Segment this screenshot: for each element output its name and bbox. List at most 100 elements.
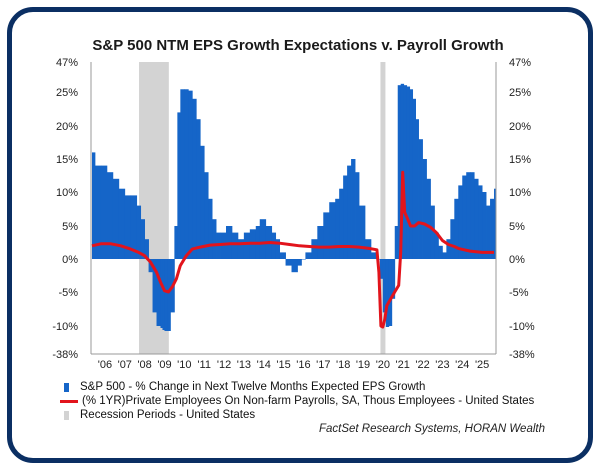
legend-swatch-recession [64,410,69,420]
legend-label-eps: S&P 500 - % Change in Next Twelve Months… [80,381,426,393]
eps-bar-56 [351,159,356,259]
x-tick-14: '20 [376,359,390,371]
eps-bar-7 [130,195,138,259]
eps-bar-57 [355,172,360,259]
eps-bar-9 [140,219,146,259]
x-tick-3: '09 [157,359,171,371]
x-tick-10: '16 [296,359,310,371]
eps-bar-15 [162,259,165,330]
eps-bar-44 [291,259,298,273]
eps-bar-87 [466,172,471,259]
eps-bar-29 [212,219,217,259]
y-tick-left-2: 20% [56,121,78,133]
eps-bar-65 [388,259,393,326]
y-tick-right-1: 25% [509,87,531,99]
x-tick-1: '07 [118,359,132,371]
eps-bar-81 [442,252,447,259]
eps-bar-26 [200,145,205,259]
eps-bar-23 [188,90,193,260]
eps-bar-3 [106,172,114,259]
legend-label-recession: Recession Periods - United States [80,409,256,421]
eps-bar-91 [482,192,487,259]
eps-bar-11 [148,259,153,273]
eps-bar-21 [180,89,185,259]
eps-bar-43 [285,259,292,266]
y-tick-right-2: 20% [509,121,531,133]
eps-bar-25 [196,119,201,259]
recession-band-1 [380,62,386,354]
eps-bar-22 [184,89,189,259]
x-tick-7: '13 [237,359,251,371]
eps-bar-83 [450,219,455,259]
eps-bar-12 [152,259,157,313]
legend-swatch-payroll [60,399,78,403]
x-tick-13: '19 [356,359,370,371]
eps-bar-47 [305,252,312,259]
x-tick-2: '08 [137,359,151,371]
eps-bar-38 [259,219,267,259]
eps-bar-49 [317,226,324,259]
eps-bar-67 [394,226,399,259]
eps-bar-75 [418,139,423,259]
x-tick-16: '22 [415,359,429,371]
eps-bar-66 [391,259,396,299]
x-tick-5: '11 [197,359,211,371]
x-tick-17: '23 [435,359,449,371]
legend-item-recession: Recession Periods - United States [60,408,534,422]
eps-bar-77 [426,178,431,259]
eps-bar-71 [406,86,411,259]
x-tick-9: '15 [276,359,290,371]
payroll-line [91,170,494,329]
eps-bar-40 [271,232,277,259]
eps-bar-62 [379,259,384,279]
y-tick-left-7: -5% [58,287,78,299]
eps-bar-10 [144,239,149,259]
x-tick-18: '24 [455,359,469,371]
y-tick-left-8: -10% [52,321,78,333]
y-tick-right-0: 47% [509,57,531,69]
eps-bar-19 [174,226,178,259]
eps-bar-84 [454,198,459,259]
y-tick-right-3: 15% [509,154,531,166]
eps-bar-41 [275,239,281,259]
x-tick-6: '12 [217,359,231,371]
y-tick-right-4: 10% [509,187,531,199]
eps-bar-17 [167,259,171,331]
y-tick-right-5: 5% [509,221,525,233]
eps-bar-2 [100,165,108,259]
y-tick-left-0: 47% [56,57,78,69]
eps-bar-45 [297,259,302,266]
eps-bar-70 [403,85,408,259]
eps-bar-85 [458,185,463,259]
y-tick-left-9: -38% [52,349,78,361]
eps-bar-20 [177,112,181,260]
eps-bar-27 [204,172,209,259]
eps-bar-50 [323,212,330,259]
eps-bar-4 [112,178,120,259]
eps-bar-51 [329,202,336,259]
x-tick-12: '18 [336,359,350,371]
eps-bar-48 [311,239,318,259]
eps-bar-14 [160,259,163,328]
legend: S&P 500 - % Change in Next Twelve Months… [60,380,534,422]
eps-bar-72 [409,89,414,259]
legend-swatch-eps [64,382,69,392]
legend-item-eps: S&P 500 - % Change in Next Twelve Months… [60,380,534,394]
eps-bar-76 [422,159,427,259]
eps-bar-74 [415,119,419,259]
eps-bar-1 [94,165,102,259]
eps-bar-34 [237,239,245,259]
eps-bar-73 [412,98,416,259]
eps-bar-6 [124,195,132,259]
eps-bar-86 [462,175,467,259]
y-tick-right-8: -10% [509,321,535,333]
eps-bar-80 [438,245,443,259]
eps-bar-64 [385,259,390,327]
eps-bar-35 [243,232,251,259]
eps-bar-5 [118,188,126,259]
chart-title: S&P 500 NTM EPS Growth Expectations v. P… [92,37,504,54]
eps-bar-28 [208,198,213,259]
y-tick-left-5: 5% [62,221,78,233]
y-tick-left-3: 15% [56,154,78,166]
eps-bar-46 [301,259,306,260]
